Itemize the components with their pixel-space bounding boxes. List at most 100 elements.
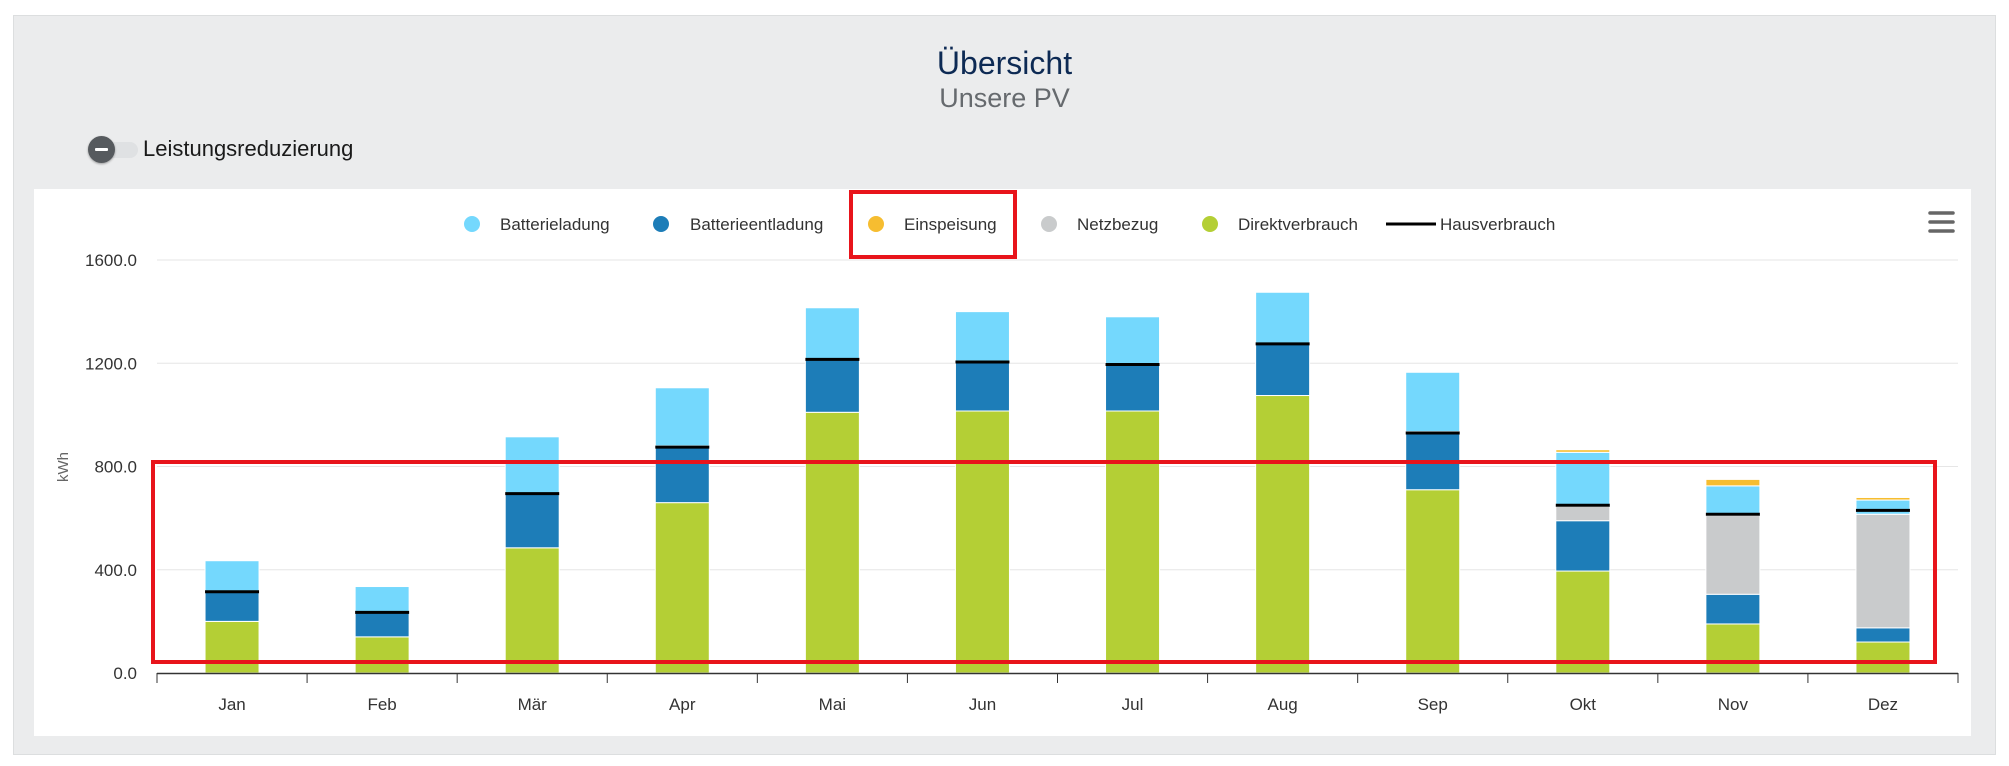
bar-group-mär[interactable] (504, 436, 560, 674)
legend-label: Direktverbrauch (1238, 215, 1358, 234)
bar-batterieladung[interactable] (354, 586, 410, 613)
bar-batterieladung[interactable] (1105, 316, 1161, 366)
legend-marker (464, 216, 480, 232)
y-axis-label: kWh (55, 452, 72, 482)
chart-subtitle: Unsere PV (939, 83, 1070, 113)
legend-label: Batterieentladung (690, 215, 823, 234)
x-tick-label: Apr (669, 695, 696, 714)
bar-direktverbrauch[interactable] (204, 620, 260, 674)
bar-direktverbrauch[interactable] (354, 636, 410, 674)
y-tick-label: 800.0 (94, 458, 137, 477)
bars (204, 291, 1911, 674)
bar-batterieentladung[interactable] (804, 358, 860, 413)
bar-batterieladung[interactable] (654, 387, 710, 447)
toggle-off-icon (88, 136, 115, 163)
legend-item-netzbezug[interactable]: Netzbezug (1041, 215, 1158, 234)
highlight-overlay (151, 190, 1937, 664)
y-tick-label: 400.0 (94, 561, 137, 580)
legend-item-direktverbrauch[interactable]: Direktverbrauch (1202, 215, 1358, 234)
bar-batterieentladung[interactable] (204, 591, 260, 622)
x-tick-label: Jul (1122, 695, 1144, 714)
y-tick-label: 1600.0 (85, 251, 137, 270)
bar-group-dez[interactable] (1855, 496, 1911, 674)
bar-netzbezug[interactable] (1705, 515, 1761, 595)
legend-marker (1202, 216, 1218, 232)
bar-direktverbrauch[interactable] (504, 547, 560, 674)
bar-direktverbrauch[interactable] (654, 502, 710, 674)
bar-direktverbrauch[interactable] (954, 410, 1010, 674)
bar-batterieladung[interactable] (1705, 485, 1761, 517)
bar-batterieladung[interactable] (504, 436, 560, 495)
x-axis: Jan Feb Mär Apr Mai Jun Jul Aug Sep Okt Nov Dez (156, 672, 1959, 714)
bar-direktverbrauch[interactable] (1255, 395, 1311, 674)
legend-item-batterieladung[interactable]: Batterieladung (464, 215, 610, 234)
bar-direktverbrauch[interactable] (1105, 410, 1161, 674)
bar-group-jun[interactable] (954, 311, 1010, 674)
x-tick-label: Nov (1718, 695, 1749, 714)
legend: Batterieladung Batterieentladung Einspeisu… (464, 215, 1555, 234)
legend-item-batterieentladung[interactable]: Batterieentladung (653, 215, 823, 234)
bar-batterieladung[interactable] (804, 307, 860, 360)
bar-batterieentladung[interactable] (1705, 593, 1761, 625)
bar-group-okt[interactable] (1555, 449, 1611, 674)
bar-netzbezug[interactable] (1855, 513, 1911, 629)
bar-batterieentladung[interactable] (1555, 520, 1611, 572)
x-tick-label: Sep (1418, 695, 1448, 714)
bar-group-feb[interactable] (354, 586, 410, 674)
highlight-box-bars (151, 460, 1937, 664)
leistungsreduzierung-toggle[interactable] (88, 136, 140, 163)
x-tick-label: Mär (518, 695, 548, 714)
x-tick-label: Aug (1268, 695, 1298, 714)
bar-batterieentladung[interactable] (654, 445, 710, 504)
bar-group-nov[interactable] (1705, 478, 1761, 674)
x-tick-label: Jan (218, 695, 245, 714)
legend-marker (1041, 216, 1057, 232)
bar-group-sep[interactable] (1405, 371, 1461, 674)
x-tick-label: Jun (969, 695, 996, 714)
legend-label: Netzbezug (1077, 215, 1158, 234)
grid-lines (157, 259, 1958, 571)
bar-group-jan[interactable] (204, 560, 260, 674)
bar-group-apr[interactable] (654, 387, 710, 674)
bar-batterieladung[interactable] (1405, 371, 1461, 433)
legend-item-einspeisung[interactable]: Einspeisung (868, 215, 997, 234)
bar-direktverbrauch[interactable] (1555, 570, 1611, 674)
legend-label: Einspeisung (904, 215, 997, 234)
x-tick-label: Dez (1868, 695, 1898, 714)
bar-batterieladung[interactable] (954, 311, 1010, 363)
x-tick-label: Mai (819, 695, 846, 714)
legend-label: Batterieladung (500, 215, 610, 234)
bar-einspeisung[interactable] (1555, 449, 1611, 453)
bar-batterieentladung[interactable] (954, 361, 1010, 412)
bar-batterieentladung[interactable] (504, 493, 560, 549)
bar-batterieentladung[interactable] (1855, 627, 1911, 643)
chart-title: Übersicht (936, 45, 1073, 81)
toggle-label: Leistungsreduzierung (143, 136, 354, 161)
bar-batterieentladung[interactable] (1255, 343, 1311, 397)
highlight-box-legend (849, 190, 1017, 259)
bar-direktverbrauch[interactable] (1405, 489, 1461, 674)
bar-group-aug[interactable] (1255, 291, 1311, 674)
y-tick-label: 1200.0 (85, 354, 137, 373)
bar-batterieentladung[interactable] (1105, 364, 1161, 412)
bar-group-jul[interactable] (1105, 316, 1161, 674)
x-tick-label: Feb (367, 695, 396, 714)
legend-item-hausverbrauch[interactable]: Hausverbrauch (1386, 215, 1555, 234)
bar-group-mai[interactable] (804, 307, 860, 674)
y-tick-label: 0.0 (113, 664, 137, 683)
bar-batterieentladung[interactable] (354, 611, 410, 638)
legend-marker (653, 216, 669, 232)
legend-marker (868, 216, 884, 232)
bar-einspeisung[interactable] (1855, 496, 1911, 501)
bar-einspeisung[interactable] (1705, 478, 1761, 487)
y-axis: 0.0 400.0 800.0 1200.0 1600.0 kWh (55, 251, 137, 683)
bar-direktverbrauch[interactable] (1705, 623, 1761, 674)
bar-batterieladung[interactable] (1255, 291, 1311, 345)
bar-batterieladung[interactable] (1855, 499, 1911, 515)
bar-netzbezug[interactable] (1555, 506, 1611, 522)
bar-direktverbrauch[interactable] (1855, 641, 1911, 674)
bar-direktverbrauch[interactable] (804, 411, 860, 674)
hamburger-menu-icon[interactable] (1928, 207, 1956, 237)
bar-batterieladung[interactable] (204, 560, 260, 593)
